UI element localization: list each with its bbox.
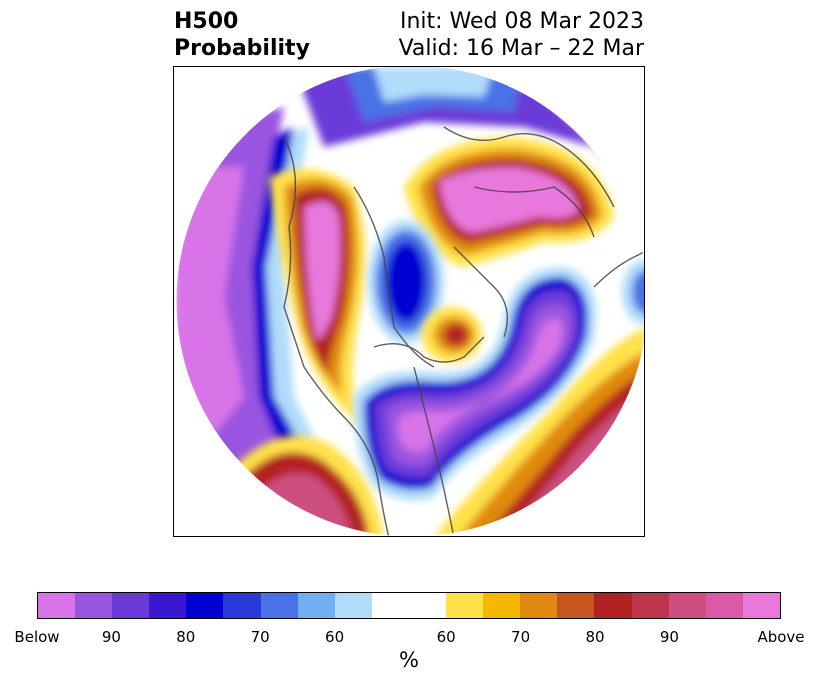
- coastlines: [283, 126, 644, 536]
- colorbar-tick-label: Above: [757, 628, 805, 646]
- chart-title-right: Init: Wed 08 Mar 2023 Valid: 16 Mar – 22…: [399, 8, 644, 62]
- title-variable: H500: [174, 9, 239, 34]
- colorbar-segment: [520, 593, 558, 618]
- below-region-east: [354, 267, 596, 501]
- colorbar-segment: [149, 593, 187, 618]
- colorbar-tick-label: 70: [250, 628, 270, 646]
- colorbar-segment: [631, 593, 669, 618]
- colorbar-tick-label: 90: [101, 628, 121, 646]
- above-region-arctic: [422, 307, 482, 363]
- colorbar-segment: [483, 593, 521, 618]
- colorbar-tick-label: 90: [659, 628, 679, 646]
- colorbar-tick-label: 80: [585, 628, 605, 646]
- probability-map: [175, 67, 644, 536]
- above-region-west: [269, 169, 366, 427]
- title-valid-range: Valid: 16 Mar – 22 Mar: [398, 36, 644, 61]
- colorbar-segment: [260, 593, 298, 618]
- colorbar-segment: [112, 593, 150, 618]
- colorbar-segment: [594, 593, 632, 618]
- colorbar-segment: [557, 593, 595, 618]
- colorbar-segment: [371, 593, 447, 618]
- colorbar-label: %: [399, 648, 419, 672]
- colorbar-segment: [38, 593, 76, 618]
- colorbar-segment: [186, 593, 224, 618]
- colorbar-tick-label: 70: [511, 628, 531, 646]
- colorbar-segment: [334, 593, 372, 618]
- above-region-north: [404, 137, 614, 267]
- colorbar-tick-label: Below: [14, 628, 60, 646]
- colorbar-segment: [742, 593, 780, 618]
- colorbar-segment: [223, 593, 261, 618]
- colorbar-tick-label: 60: [325, 628, 345, 646]
- colorbar-segment: [297, 593, 335, 618]
- colorbar-tick-label: 60: [436, 628, 456, 646]
- title-init-date: Init: Wed 08 Mar 2023: [399, 9, 644, 34]
- colorbar-segment: [75, 593, 113, 618]
- colorbar-segment: [668, 593, 706, 618]
- colorbar-tick-label: 80: [176, 628, 196, 646]
- title-product: Probability: [174, 36, 310, 61]
- chart-title-left: H500 Probability: [174, 8, 310, 62]
- colorbar-segment: [446, 593, 484, 618]
- below-region-far-east: [622, 260, 644, 324]
- map-panel: [173, 66, 645, 537]
- colorbar-segment: [705, 593, 743, 618]
- colorbar: [37, 592, 781, 619]
